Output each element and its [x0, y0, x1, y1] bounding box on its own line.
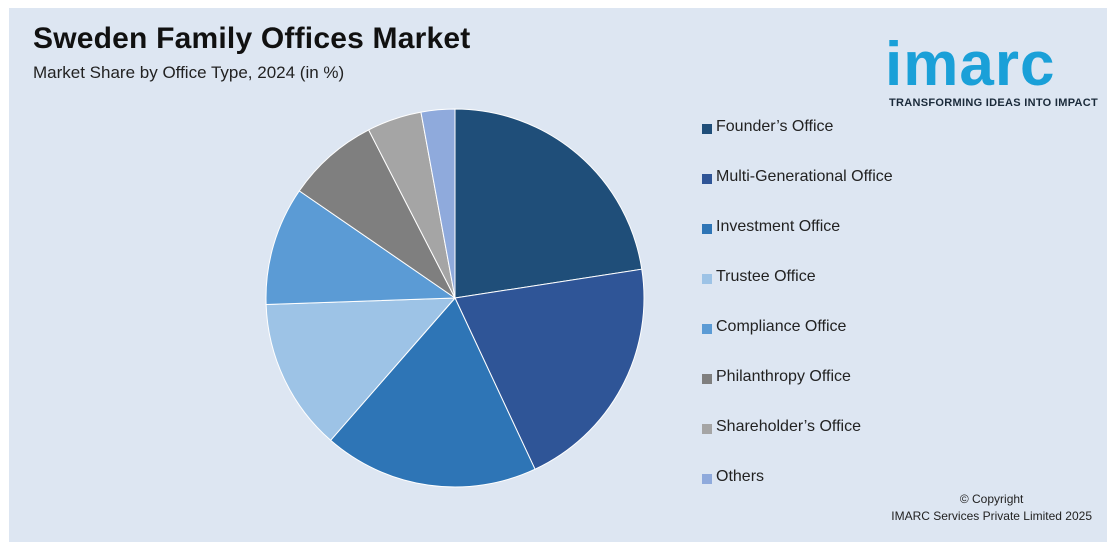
copyright-line-2: IMARC Services Private Limited 2025: [891, 509, 1092, 523]
legend-label: Multi-Generational Office: [716, 168, 893, 185]
legend-swatch: [702, 424, 712, 434]
pie-slice-3: [265, 297, 457, 442]
logo-tagline: TRANSFORMING IDEAS INTO IMPACT: [889, 97, 1099, 109]
legend-label: Founder’s Office: [716, 118, 834, 135]
pie-slice-7: [420, 108, 456, 299]
legend-item: Multi-Generational Office: [702, 168, 893, 218]
pie-slice-5: [298, 129, 456, 299]
copyright-line-1: © Copyright: [959, 492, 1024, 506]
imarc-logo: imarc TRANSFORMING IDEAS INTO IMPACT: [885, 16, 1100, 111]
legend-item: Founder’s Office: [702, 118, 893, 168]
legend-swatch: [702, 374, 712, 384]
legend-label: Shareholder’s Office: [716, 418, 861, 435]
legend-label: Philanthropy Office: [716, 368, 851, 385]
legend-label: Trustee Office: [716, 268, 816, 285]
legend-item: Others: [702, 468, 893, 518]
pie-slice-2: [329, 297, 536, 488]
legend-swatch: [702, 124, 712, 134]
logo-wordmark: imarc: [885, 30, 1056, 99]
legend-label: Compliance Office: [716, 318, 847, 335]
legend-item: Investment Office: [702, 218, 893, 268]
pie-slice-1: [454, 268, 645, 470]
chart-title: Sweden Family Offices Market: [33, 22, 471, 55]
legend-item: Philanthropy Office: [702, 368, 893, 418]
copyright-notice: © Copyright IMARC Services Private Limit…: [891, 491, 1092, 525]
legend-label: Others: [716, 468, 765, 485]
legend-item: Compliance Office: [702, 318, 893, 368]
legend-label: Investment Office: [716, 218, 841, 235]
legend-item: Shareholder’s Office: [702, 418, 893, 468]
legend-swatch: [702, 324, 712, 334]
chart-legend: Founder’s Office Multi-Generational Offic…: [702, 118, 893, 518]
pie-slice-4: [265, 190, 457, 306]
pie-slice-0: [454, 108, 643, 299]
legend-swatch: [702, 174, 712, 184]
chart-subtitle: Market Share by Office Type, 2024 (in %): [33, 63, 345, 82]
legend-swatch: [702, 224, 712, 234]
legend-item: Trustee Office: [702, 268, 893, 318]
legend-swatch: [702, 474, 712, 484]
legend-swatch: [702, 274, 712, 284]
